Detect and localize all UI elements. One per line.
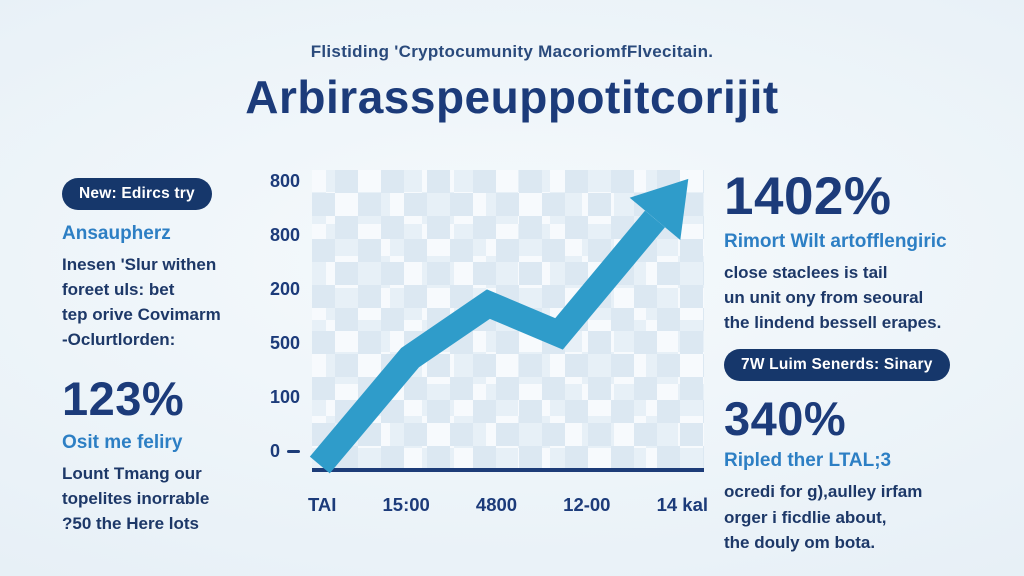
body-line: close staclees is tail <box>724 263 888 282</box>
body-line: the lindend bessell erapes. <box>724 313 942 333</box>
right-column: 1402% Rimort Wilt artofflengiric close s… <box>724 166 992 555</box>
body-line: Lount Tmang our <box>62 463 202 483</box>
right-badge: 7W Luim Senerds: Sinary <box>724 349 950 382</box>
right-badge-wrap: 7W Luim Senerds: Sinary <box>724 349 992 382</box>
y-tick: 800 <box>270 172 300 190</box>
y-tick-label: 800 <box>269 225 300 245</box>
trend-line <box>309 210 665 474</box>
chart-plot-area <box>309 170 704 474</box>
x-tick-label: 15:00 <box>382 494 430 515</box>
y-tick: 0 <box>270 442 300 460</box>
y-tick: 500 <box>270 334 300 352</box>
body-line: ?50 the Here lots <box>62 513 199 533</box>
x-tick-label: 12-00 <box>563 494 611 515</box>
x-axis-labels: TAI 15:00 4800 12-00 14 kal <box>308 494 708 516</box>
x-tick-label: 14 kal <box>656 494 708 515</box>
y-axis-ticks: 800 800 200 500 100 0 <box>246 172 300 460</box>
right-subhead-1: Rimort Wilt artofflengiric <box>724 231 947 252</box>
body-line: un unit ony from seoural <box>724 288 924 308</box>
page-title: Arbirasspeuppotitcorijit <box>245 71 779 123</box>
body-line: topelites inorrable <box>62 488 210 508</box>
header: Flistiding 'Cryptocumunity MacoriomfFlve… <box>0 42 1024 124</box>
right-stat-1: 1402% <box>724 167 892 226</box>
y-tick-label: 500 <box>269 333 300 353</box>
y-tick: 200 <box>270 280 300 298</box>
left-stat: 123% <box>62 371 185 425</box>
body-line: -Oclurtlorden: <box>62 330 176 350</box>
left-body-2: Lount Tmang our topelites inorrable ?50 … <box>62 461 284 536</box>
left-column: New: Edircs try Ansaupherz Inesen 'Slur … <box>62 178 284 536</box>
right-body-2: ocredi for g),aulley irfam orger i ficdl… <box>724 479 992 554</box>
y-tick-label: 800 <box>269 171 300 191</box>
y-tick: 100 <box>270 388 300 406</box>
body-line: Inesen 'Slur withen <box>62 255 217 274</box>
y-tick-label: 200 <box>269 279 300 299</box>
body-line: the douly om bota. <box>724 532 876 552</box>
y-tick-label: 100 <box>269 387 300 407</box>
y-tick: 800 <box>270 226 300 244</box>
body-line: orger i ficdlie about, <box>724 507 887 527</box>
left-subhead-1: Ansaupherz <box>62 223 171 244</box>
right-subhead-2: Ripled ther LTAL;3 <box>724 450 892 472</box>
axis-tick-dash <box>287 449 300 453</box>
left-body-1: Inesen 'Slur withen foreet uls: bet tep … <box>62 252 284 353</box>
right-stat-2: 340% <box>724 392 847 446</box>
header-eyebrow: Flistiding 'Cryptocumunity MacoriomfFlve… <box>310 42 714 61</box>
body-line: ocredi for g),aulley irfam <box>724 482 923 502</box>
y-tick-label: 0 <box>269 441 280 461</box>
right-body-1: close staclees is tail un unit ony from … <box>724 260 992 335</box>
x-tick-label: TAI <box>308 494 337 515</box>
body-line: tep orive Covimarm <box>62 305 221 325</box>
left-subhead-2: Osit me feliry <box>62 431 183 453</box>
trend-arrow-svg <box>309 178 689 474</box>
body-line: foreet uls: bet <box>62 280 175 300</box>
x-tick-label: 4800 <box>475 494 518 515</box>
trend-arrowhead <box>629 178 689 240</box>
left-badge: New: Edircs try <box>62 178 212 210</box>
